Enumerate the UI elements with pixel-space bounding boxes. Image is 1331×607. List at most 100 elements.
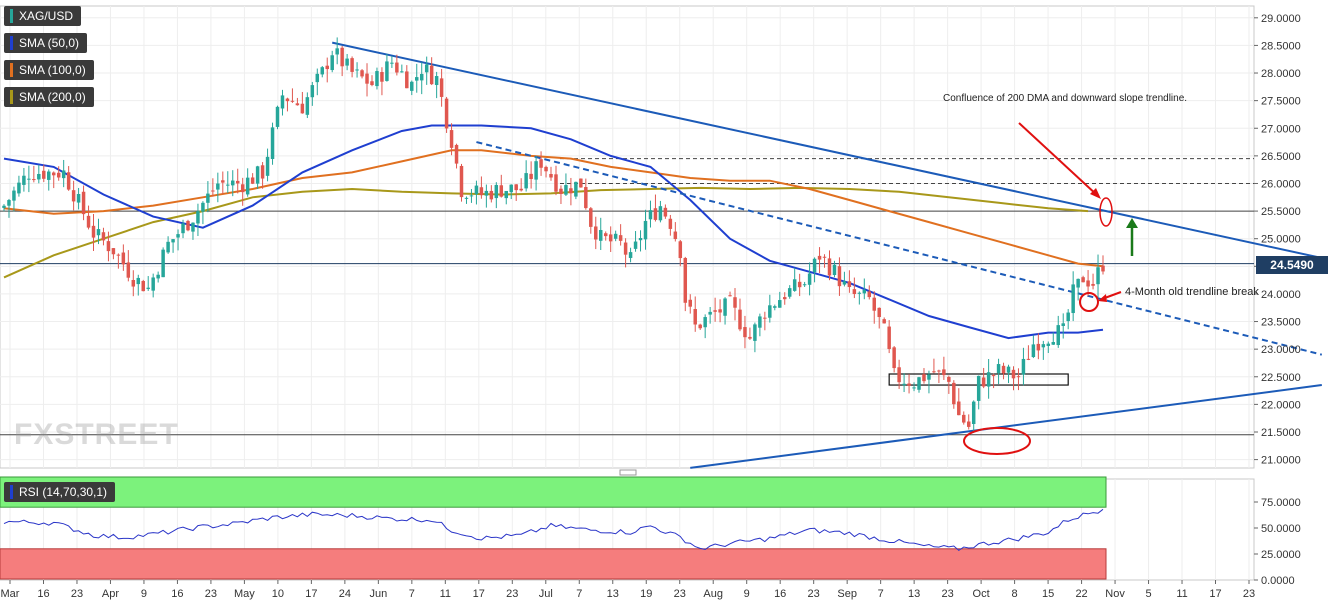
candle-body [1101, 265, 1105, 272]
candle-body [584, 187, 588, 209]
candle-body [1001, 365, 1006, 374]
price-axis[interactable]: 29.0000 28.5000 28.0000 27.5000 27.0000 26.50… [1254, 13, 1301, 467]
candle-body [897, 367, 901, 383]
candle-body [12, 190, 16, 201]
candle-body [1031, 344, 1036, 358]
candle-body [748, 336, 752, 339]
candle-body [176, 234, 180, 238]
candle-body [146, 287, 150, 289]
y-tick-label: 28.0000 [1261, 68, 1301, 80]
rsi-axis[interactable]: 75.0000 50.0000 25.0000 0.0000 [1254, 497, 1301, 587]
candle-body [822, 256, 827, 258]
y-tick-label: 22.0000 [1261, 399, 1301, 411]
candle-body [618, 235, 623, 241]
candle-body [872, 297, 876, 311]
candle-body [355, 69, 359, 71]
candle-body [235, 180, 240, 184]
candle-body [942, 369, 946, 376]
candle-body [42, 170, 46, 179]
candle-body [181, 223, 185, 234]
trendline-break-note: 4-Month old trendline break [1125, 286, 1259, 298]
legend-sma200-label: SMA (200,0) [19, 90, 86, 104]
x-tick-label: 16 [774, 588, 786, 600]
candle-body [265, 156, 270, 176]
candle-body [479, 187, 484, 196]
candle-body [270, 127, 275, 159]
candle-body [663, 207, 668, 217]
candle-body [952, 382, 956, 405]
candle-body [812, 258, 817, 273]
candle-body [564, 185, 568, 195]
confluence-pointer-line [1018, 122, 1099, 197]
candle-body [1036, 343, 1041, 351]
y-tick-label: 21.5000 [1261, 427, 1301, 439]
candle-body [1061, 323, 1065, 326]
x-tick-label: 16 [37, 588, 49, 600]
candle-body [186, 220, 190, 231]
candle-body [315, 73, 320, 83]
legend-sma50[interactable]: SMA (50,0) [4, 33, 88, 53]
annotation-marks [963, 122, 1138, 455]
candle-body [191, 222, 195, 232]
trendline-solid [331, 41, 1323, 260]
candle-body [892, 347, 896, 369]
candle-body [991, 375, 996, 377]
price-panel-frame [0, 5, 1255, 469]
legend-sma50-swatch [10, 36, 13, 50]
candle-body [136, 277, 141, 285]
legend-sma100[interactable]: SMA (100,0) [4, 60, 94, 80]
candle-body [628, 252, 633, 258]
candle-body [126, 262, 131, 278]
candle-body [161, 249, 165, 278]
candle-body [7, 200, 11, 206]
candle-body [713, 310, 717, 312]
candle-body [1091, 283, 1095, 286]
candle-body [549, 173, 553, 178]
candle-body [986, 372, 991, 387]
legend-symbol[interactable]: XAG/USD [4, 6, 82, 26]
candle-body [693, 309, 697, 325]
candle-body [976, 375, 981, 401]
candle-body [648, 210, 653, 220]
time-axis[interactable]: Mar 16 23 Apr 9 16 23 May 10 17 24 Jun 7 11 17 23 Jul 7 13… [1, 580, 1256, 600]
rsi-y-tick-label: 25.0000 [1261, 549, 1301, 561]
candle-body [484, 190, 489, 196]
candle-body [554, 174, 558, 192]
x-tick-label: 13 [607, 588, 619, 600]
rsi-series-line [3, 508, 1104, 552]
x-tick-label: Oct [973, 588, 990, 600]
candle-body [111, 248, 116, 255]
candle-body [514, 184, 518, 191]
candle-body [330, 55, 334, 71]
rsi-overbought-band [0, 476, 1107, 508]
candle-body [579, 178, 583, 188]
candle-body [370, 81, 374, 86]
candle-body [524, 173, 528, 189]
candle-body [56, 172, 61, 178]
candle-body [857, 292, 862, 294]
candle-body [932, 371, 936, 373]
candle-body [643, 220, 648, 240]
candle-body [1096, 267, 1100, 285]
x-tick-label: 15 [1042, 588, 1054, 600]
candle-body [623, 242, 628, 255]
candle-body [653, 208, 658, 220]
candle-body [723, 298, 727, 316]
candle-body [415, 77, 419, 81]
x-tick-label: 17 [305, 588, 317, 600]
break-pointer-head [1098, 294, 1107, 302]
candle-body [211, 190, 215, 192]
candle-body [454, 144, 459, 164]
y-tick-label: 21.0000 [1261, 455, 1301, 467]
legend-sma200[interactable]: SMA (200,0) [4, 87, 94, 107]
legend-sma50-label: SMA (50,0) [19, 36, 80, 50]
candle-body [464, 197, 469, 199]
candle-body [608, 234, 613, 242]
candle-body [17, 182, 21, 194]
x-tick-label: 23 [941, 588, 953, 600]
candle-body [300, 103, 305, 114]
rsi-legend[interactable]: RSI (14,70,30,1) [4, 482, 116, 502]
last-price-tag: 24.5490 [1256, 256, 1328, 274]
x-tick-label: 11 [440, 588, 451, 600]
y-tick-label: 25.0000 [1261, 234, 1301, 246]
